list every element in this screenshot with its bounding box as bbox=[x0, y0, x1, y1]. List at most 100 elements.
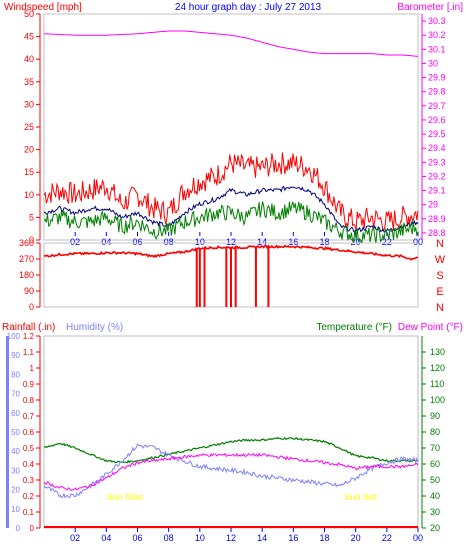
windspeed-tick-label: 35 bbox=[24, 77, 34, 87]
x-tick-label: 16 bbox=[288, 533, 298, 543]
rainfall-tick-label: 0.7 bbox=[23, 412, 35, 421]
barometer-tick-label: 29.7 bbox=[428, 101, 446, 111]
x-axis-panel-1: 02 04 06 08 10 12 14 16 18 20 22 00 bbox=[70, 232, 423, 247]
barometer-tick-label: 30.3 bbox=[428, 16, 446, 26]
windspeed-tick-label: 40 bbox=[24, 54, 34, 64]
humidity-axis: 0 10 20 30 40 50 60 70 80 90 100 bbox=[7, 332, 21, 533]
humidity-tick-label: 80 bbox=[11, 370, 20, 379]
x-tick-label: 06 bbox=[132, 237, 142, 247]
humidity-tick-label: 70 bbox=[11, 390, 20, 399]
windspeed-tick-label: 25 bbox=[24, 122, 34, 132]
humidity-tick-label: 50 bbox=[11, 428, 20, 437]
rainfall-tick-label: 0.2 bbox=[23, 492, 35, 501]
temperature-tick-label: 70 bbox=[430, 443, 440, 453]
barometer-tick-label: 29.5 bbox=[428, 129, 446, 139]
temperature-axis: 20 30 40 50 60 70 80 90 100 110 120 130 bbox=[421, 336, 445, 533]
windspeed-tick-label: 30 bbox=[24, 99, 34, 109]
windspeed-tick-label: 5 bbox=[29, 212, 34, 222]
barometer-tick-label: 29.6 bbox=[428, 115, 446, 125]
direction-tick-label: 270 bbox=[19, 254, 34, 264]
x-tick-label: 20 bbox=[351, 237, 361, 247]
rainfall-tick-label: 0.6 bbox=[23, 428, 35, 437]
x-tick-label: 18 bbox=[319, 237, 329, 247]
temperature-series-group bbox=[43, 436, 419, 528]
x-axis-panel-3: 02 04 06 08 10 12 14 16 18 20 22 00 bbox=[70, 528, 423, 543]
direction-tick-label: 0 bbox=[29, 302, 34, 312]
rainfall-tick-label: 0 bbox=[30, 524, 35, 533]
barometer-line bbox=[43, 30, 419, 57]
wind-gust-line bbox=[43, 152, 419, 232]
temperature-tick-label: 80 bbox=[430, 427, 440, 437]
x-tick-label: 00 bbox=[413, 533, 423, 543]
compass-label: W bbox=[435, 254, 446, 266]
compass-label: N bbox=[436, 238, 444, 250]
windspeed-tick-label: 0 bbox=[29, 235, 34, 245]
barometer-tick-label: 28.8 bbox=[428, 228, 446, 238]
temperature-tick-label: 90 bbox=[430, 411, 440, 421]
x-tick-label: 00 bbox=[413, 237, 423, 247]
chart-title: 24 hour graph day : July 27 2013 bbox=[175, 2, 322, 13]
temperature-tick-label: 60 bbox=[430, 459, 440, 469]
x-tick-label: 12 bbox=[226, 237, 236, 247]
dewpoint-line bbox=[43, 452, 419, 491]
humidity-tick-label: 10 bbox=[11, 505, 20, 514]
barometer-tick-label: 29.1 bbox=[428, 186, 446, 196]
rainfall-tick-label: 0.8 bbox=[23, 396, 35, 405]
humidity-axis-label: Humidity (%) bbox=[66, 322, 123, 333]
windspeed-tick-label: 45 bbox=[24, 32, 34, 42]
rainfall-tick-label: 0.3 bbox=[23, 476, 35, 485]
rainfall-tick-label: 0.1 bbox=[23, 508, 35, 517]
x-tick-label: 06 bbox=[132, 533, 142, 543]
humidity-tick-label: 40 bbox=[11, 447, 20, 456]
x-tick-label: 14 bbox=[257, 237, 267, 247]
x-tick-label: 10 bbox=[195, 237, 205, 247]
barometer-tick-label: 29.2 bbox=[428, 171, 446, 181]
x-tick-label: 04 bbox=[101, 533, 111, 543]
windspeed-axis: 0 5 10 15 20 25 30 35 40 45 50 bbox=[24, 9, 41, 245]
direction-tick-label: 360 bbox=[19, 238, 34, 248]
temperature-tick-label: 20 bbox=[430, 523, 440, 533]
compass-label: N bbox=[436, 302, 444, 314]
humidity-tick-label: 30 bbox=[11, 466, 20, 475]
sun-set-label: Sun Set bbox=[344, 492, 377, 502]
rainfall-tick-label: 1.1 bbox=[23, 348, 35, 357]
temperature-axis-label: Temperature (°F) bbox=[316, 322, 392, 333]
x-tick-label: 16 bbox=[288, 237, 298, 247]
wind-average-line bbox=[43, 185, 419, 234]
barometer-axis-label: Barometer [.in] bbox=[397, 2, 463, 13]
x-tick-label: 22 bbox=[382, 237, 392, 247]
temperature-tick-label: 130 bbox=[430, 347, 445, 357]
x-tick-label: 04 bbox=[101, 237, 111, 247]
barometer-tick-label: 29.4 bbox=[428, 143, 446, 153]
barometer-tick-label: 29.3 bbox=[428, 157, 446, 167]
humidity-tick-label: 60 bbox=[11, 409, 20, 418]
temperature-tick-label: 30 bbox=[430, 507, 440, 517]
panel-wind-frame bbox=[43, 13, 419, 241]
x-tick-label: 14 bbox=[257, 533, 267, 543]
sun-rise-label: Sun Rise bbox=[107, 492, 144, 502]
x-tick-label: 02 bbox=[70, 237, 80, 247]
barometer-tick-label: 30.2 bbox=[428, 30, 446, 40]
wind-series-group bbox=[43, 30, 419, 244]
compass-label: S bbox=[436, 270, 443, 282]
rainfall-tick-label: 1.2 bbox=[23, 332, 35, 341]
humidity-tick-label: 100 bbox=[7, 332, 21, 341]
wind-speed-line bbox=[43, 201, 419, 244]
x-tick-label: 02 bbox=[70, 533, 80, 543]
direction-tick-label: 180 bbox=[19, 270, 34, 280]
windspeed-tick-label: 10 bbox=[24, 190, 34, 200]
humidity-tick-label: 20 bbox=[11, 486, 20, 495]
barometer-tick-label: 29.8 bbox=[428, 87, 446, 97]
rainfall-tick-label: 0.5 bbox=[23, 444, 35, 453]
rainfall-tick-label: 0.9 bbox=[23, 380, 35, 389]
temperature-tick-label: 120 bbox=[430, 363, 445, 373]
barometer-tick-label: 28.9 bbox=[428, 214, 446, 224]
x-tick-label: 18 bbox=[319, 533, 329, 543]
temperature-line bbox=[43, 436, 419, 464]
x-tick-label: 20 bbox=[351, 533, 361, 543]
barometer-tick-label: 30.1 bbox=[428, 44, 446, 54]
x-tick-label: 12 bbox=[226, 533, 236, 543]
direction-axis: 360 270 180 90 0 bbox=[19, 238, 41, 312]
